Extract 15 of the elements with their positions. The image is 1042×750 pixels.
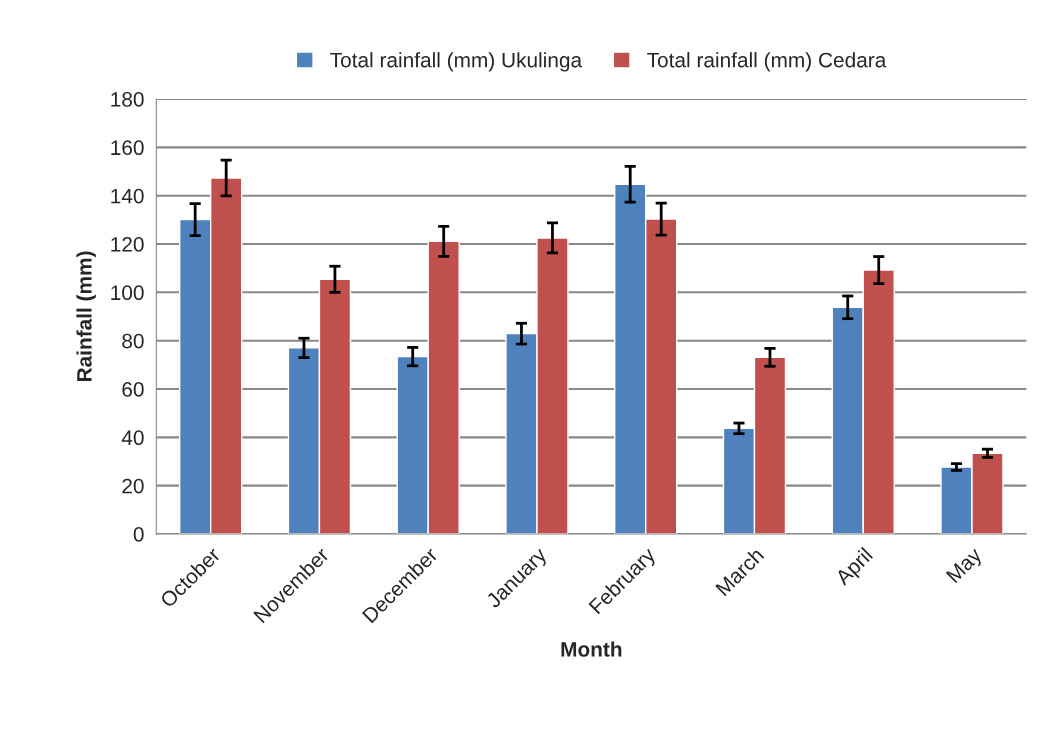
- x-axis-title: Month: [561, 641, 622, 657]
- y-tick-label: 20: [122, 478, 144, 494]
- y-tick-label: 80: [122, 333, 144, 349]
- y-axis-title: Rainfall (mm): [76, 251, 96, 382]
- y-tick-label: 160: [111, 140, 144, 156]
- y-tick-label: 100: [111, 285, 144, 301]
- y-tick-label: 180: [111, 92, 144, 107]
- y-tick-label: 0: [133, 527, 144, 542]
- y-tick-label: 140: [111, 188, 144, 204]
- y-tick-label: 60: [122, 382, 144, 397]
- legend-label: Total rainfall (mm) Cedara: [647, 52, 887, 72]
- legend-label: Total rainfall (mm) Ukulinga: [330, 52, 583, 72]
- y-tick-label: 40: [121, 430, 144, 446]
- y-tick-label: 120: [111, 237, 144, 252]
- x-tick-label: May: [945, 546, 986, 587]
